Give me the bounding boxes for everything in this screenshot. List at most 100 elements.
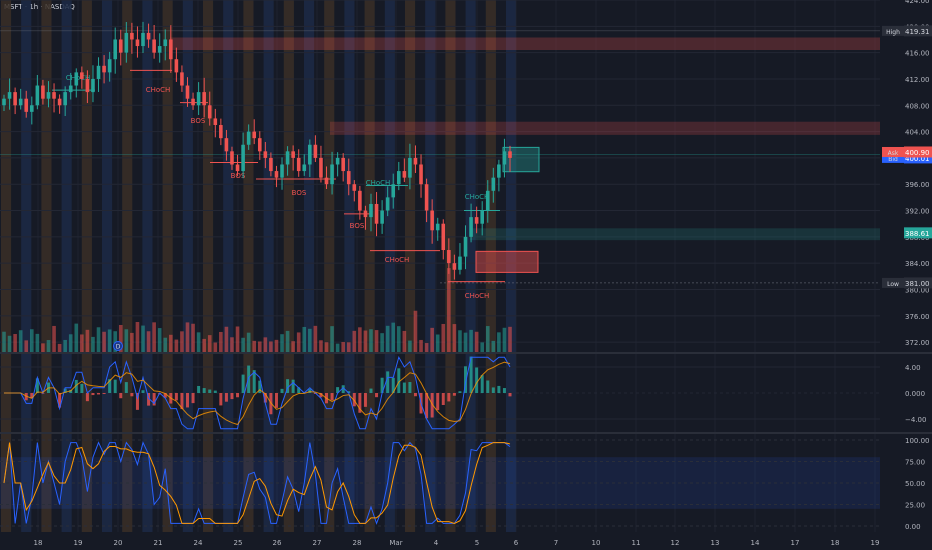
- candle-body: [163, 39, 168, 47]
- symbol-header: MSFT · 1h · NASDAQ: [4, 3, 75, 11]
- macd-histogram-bar: [475, 367, 479, 393]
- macd-histogram-bar: [358, 393, 362, 413]
- macd-histogram-bar: [130, 393, 134, 397]
- stoch-tick-label: 75.00: [905, 459, 925, 467]
- candle-body: [230, 151, 234, 165]
- macd-histogram-bar: [375, 393, 379, 398]
- level-badge-value: 388.61: [905, 230, 930, 238]
- candle-body: [152, 39, 156, 53]
- time-tick-label: 5: [475, 539, 479, 547]
- candle-body: [424, 184, 429, 211]
- volume-bar: [291, 341, 295, 352]
- candle-body: [135, 39, 140, 47]
- candle-body: [452, 263, 457, 270]
- macd-histogram-bar: [486, 380, 490, 393]
- price-tick-label: 392.00: [905, 208, 930, 216]
- macd-histogram-bar: [113, 379, 117, 393]
- macd-histogram-bar: [319, 393, 323, 398]
- volume-bar: [324, 342, 329, 352]
- candle-body: [363, 210, 368, 218]
- time-tick-label: 14: [751, 539, 760, 547]
- macd-histogram-bar: [280, 388, 284, 393]
- time-tick-label: 21: [154, 539, 163, 547]
- volume-bar: [419, 339, 423, 352]
- macd-histogram-bar: [508, 393, 512, 397]
- price-tick-label: 404.00: [905, 129, 930, 137]
- volume-bar: [424, 343, 429, 352]
- candle-body: [508, 151, 512, 158]
- candle-body: [74, 72, 79, 86]
- candle-body: [30, 105, 34, 112]
- high-badge-label: High: [886, 29, 900, 36]
- macd-histogram-bar: [263, 393, 267, 403]
- volume-bar: [391, 322, 396, 352]
- ask-badge-label-bg: [882, 146, 904, 157]
- session-stripe: [21, 0, 32, 532]
- candle-body: [396, 171, 401, 185]
- candle-body: [68, 85, 73, 93]
- price-tick-label: 376.00: [905, 313, 930, 321]
- volume-bar: [485, 326, 490, 352]
- volume-bar: [130, 332, 134, 352]
- session-stripe: [384, 0, 395, 532]
- candle-body: [385, 197, 390, 211]
- candle-body: [352, 184, 357, 191]
- volume-bar: [174, 339, 179, 352]
- macd-histogram-bar: [30, 393, 34, 399]
- macd-histogram-bar: [252, 370, 256, 393]
- macd-histogram-bar: [35, 378, 39, 393]
- candle-body: [480, 210, 484, 224]
- candle-body: [107, 59, 112, 73]
- volume-bar: [447, 268, 451, 352]
- candle-body: [335, 157, 340, 165]
- macd-histogram-bar: [208, 389, 212, 393]
- time-tick-label: 4: [434, 539, 439, 547]
- volume-bar: [252, 340, 257, 352]
- volume-bar: [497, 332, 501, 352]
- volume-bar: [385, 325, 390, 352]
- candle-body: [491, 177, 496, 191]
- macd-histogram-bar: [97, 393, 101, 395]
- macd-histogram-bar: [147, 393, 151, 406]
- candle-body: [463, 236, 468, 257]
- session-stripe: [102, 0, 113, 532]
- macd-histogram-bar: [369, 388, 373, 393]
- macd-histogram-bar: [230, 393, 234, 400]
- volume-bar: [396, 326, 401, 352]
- candle-body: [374, 203, 379, 224]
- candle-body: [96, 65, 101, 79]
- volume-bar: [330, 326, 334, 352]
- macd-histogram-bar: [452, 393, 456, 396]
- volume-bar: [458, 330, 462, 352]
- macd-histogram-bar: [69, 389, 73, 393]
- stoch-tick-label: 0.00: [905, 523, 921, 531]
- candle-body: [124, 32, 129, 53]
- volume-bar: [68, 334, 73, 352]
- time-tick-label: 25: [234, 539, 243, 547]
- macd-histogram-bar: [308, 389, 312, 393]
- level-badge-bg: [904, 227, 932, 239]
- volume-bar: [241, 337, 245, 352]
- volume-bar: [24, 340, 29, 352]
- volume-bar: [374, 330, 379, 352]
- stoch-tick-label: 50.00: [905, 480, 925, 488]
- candle-body: [35, 85, 40, 106]
- price-tick-label: 372.00: [905, 339, 930, 347]
- macd-histogram-bar: [441, 393, 445, 406]
- candle-body: [85, 78, 90, 93]
- event-marker-label: D: [116, 344, 121, 351]
- time-axis-bg: [0, 532, 932, 550]
- candle-body: [296, 157, 301, 172]
- macd-histogram-bar: [469, 356, 473, 393]
- time-tick-label: 12: [671, 539, 680, 547]
- candle-body: [46, 92, 51, 99]
- macd-histogram-bar: [224, 393, 228, 402]
- price-tick-label: 412.00: [905, 76, 930, 84]
- candle-body: [224, 138, 229, 152]
- candle-body: [474, 217, 479, 224]
- session-stripe: [243, 0, 254, 532]
- candle-body: [269, 157, 273, 172]
- macd-histogram-bar: [102, 393, 106, 395]
- volume-bar: [369, 329, 373, 352]
